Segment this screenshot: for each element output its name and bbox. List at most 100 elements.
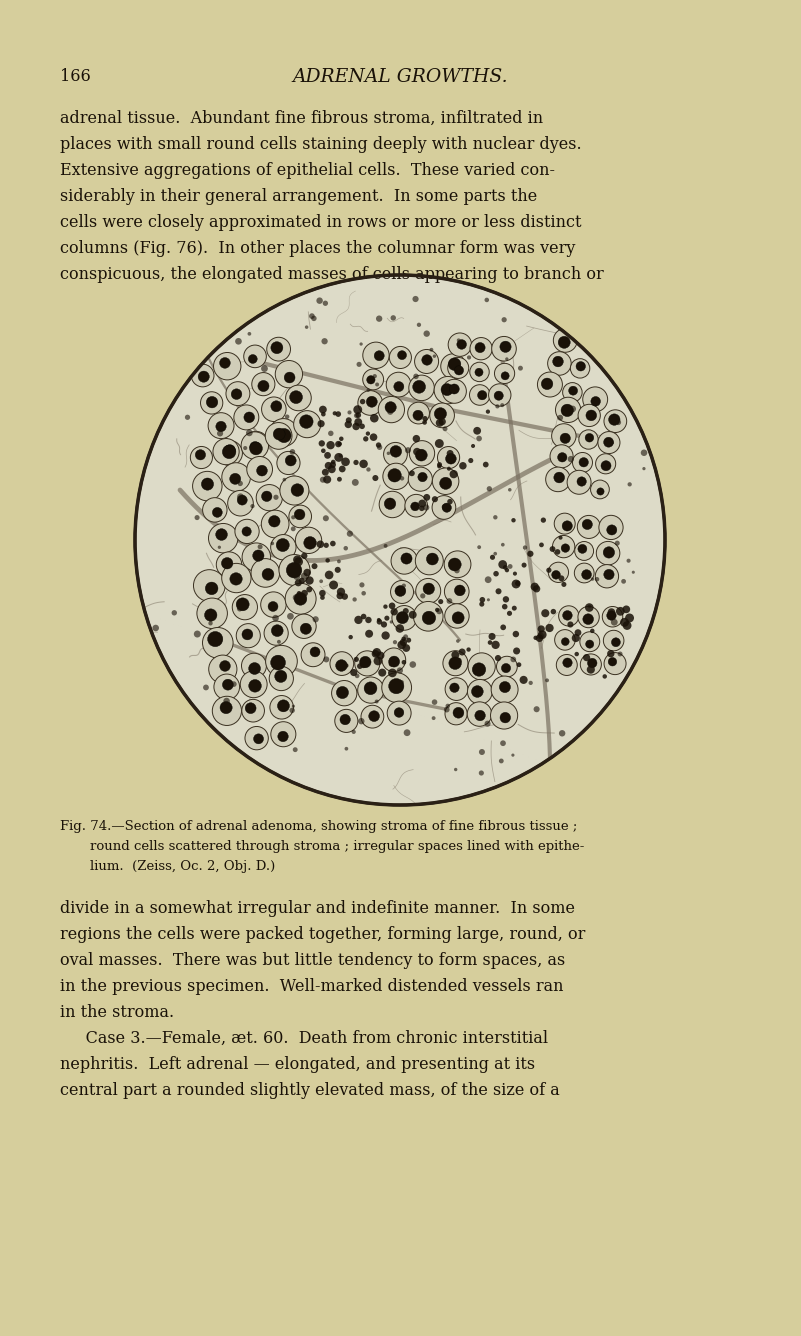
Circle shape	[234, 405, 259, 430]
Circle shape	[291, 484, 304, 497]
Circle shape	[372, 649, 380, 657]
Circle shape	[397, 350, 407, 359]
Circle shape	[320, 580, 323, 582]
Circle shape	[212, 508, 222, 517]
Circle shape	[249, 680, 261, 692]
Text: nephritis.  Left adrenal — elongated, and presenting at its: nephritis. Left adrenal — elongated, and…	[60, 1055, 535, 1073]
Circle shape	[276, 538, 289, 552]
Circle shape	[436, 420, 444, 426]
Circle shape	[322, 469, 329, 476]
Circle shape	[376, 315, 382, 322]
Circle shape	[293, 573, 300, 580]
Circle shape	[403, 635, 408, 639]
Circle shape	[336, 660, 348, 671]
Circle shape	[297, 591, 301, 596]
Circle shape	[367, 389, 370, 391]
Circle shape	[442, 379, 466, 403]
Text: round cells scattered through stroma ; irregular spaces lined with epithe-: round cells scattered through stroma ; i…	[90, 840, 585, 852]
Circle shape	[135, 275, 665, 806]
Circle shape	[378, 668, 386, 676]
Circle shape	[469, 385, 490, 405]
Circle shape	[394, 382, 404, 391]
Circle shape	[536, 635, 543, 643]
Circle shape	[264, 621, 288, 645]
Circle shape	[445, 550, 471, 577]
Circle shape	[387, 409, 393, 414]
Circle shape	[335, 709, 358, 732]
Circle shape	[262, 397, 286, 421]
Circle shape	[468, 653, 495, 680]
Circle shape	[277, 429, 291, 442]
Circle shape	[293, 556, 302, 564]
Circle shape	[537, 371, 562, 397]
Circle shape	[360, 661, 367, 668]
Circle shape	[301, 573, 308, 580]
Circle shape	[321, 338, 328, 345]
Circle shape	[413, 295, 419, 302]
Circle shape	[238, 481, 243, 486]
Circle shape	[272, 615, 279, 621]
Circle shape	[490, 701, 517, 729]
Circle shape	[480, 597, 485, 603]
Circle shape	[357, 664, 363, 669]
Circle shape	[248, 663, 260, 675]
Circle shape	[477, 436, 482, 441]
Circle shape	[603, 631, 624, 651]
Circle shape	[642, 468, 646, 470]
Circle shape	[354, 657, 359, 661]
Circle shape	[404, 729, 410, 736]
Circle shape	[305, 541, 312, 548]
Circle shape	[226, 382, 250, 406]
Circle shape	[304, 537, 316, 549]
Circle shape	[341, 593, 348, 600]
Circle shape	[352, 480, 359, 486]
Circle shape	[335, 566, 340, 573]
Circle shape	[620, 617, 629, 627]
Circle shape	[301, 589, 308, 597]
Circle shape	[582, 520, 593, 529]
Circle shape	[505, 568, 509, 572]
Circle shape	[441, 383, 453, 395]
Circle shape	[426, 553, 438, 565]
Circle shape	[607, 651, 614, 657]
Circle shape	[191, 365, 214, 387]
Circle shape	[530, 582, 539, 591]
Circle shape	[562, 544, 570, 552]
Circle shape	[201, 478, 214, 490]
Circle shape	[337, 477, 342, 482]
Circle shape	[432, 496, 438, 502]
Circle shape	[224, 445, 235, 456]
Circle shape	[290, 449, 296, 454]
Circle shape	[232, 595, 257, 620]
Circle shape	[409, 611, 417, 619]
Circle shape	[213, 438, 239, 465]
Circle shape	[611, 619, 618, 625]
Circle shape	[346, 417, 352, 424]
Circle shape	[505, 357, 509, 361]
Circle shape	[518, 366, 523, 370]
Circle shape	[261, 492, 272, 501]
Circle shape	[383, 464, 409, 489]
Circle shape	[445, 580, 469, 604]
Circle shape	[405, 494, 428, 517]
Circle shape	[382, 673, 412, 703]
Circle shape	[622, 621, 631, 629]
Circle shape	[258, 381, 269, 391]
Circle shape	[595, 565, 618, 588]
Circle shape	[557, 655, 578, 676]
Circle shape	[316, 298, 323, 303]
Circle shape	[244, 432, 268, 457]
Circle shape	[569, 386, 578, 395]
Circle shape	[292, 704, 295, 708]
Circle shape	[432, 496, 456, 520]
Circle shape	[590, 480, 610, 498]
Circle shape	[241, 432, 268, 460]
Circle shape	[541, 378, 553, 390]
Circle shape	[254, 733, 264, 744]
Circle shape	[422, 415, 428, 421]
Circle shape	[200, 391, 223, 414]
Circle shape	[400, 476, 405, 481]
Circle shape	[627, 482, 632, 486]
Circle shape	[194, 569, 225, 601]
Circle shape	[388, 603, 396, 609]
